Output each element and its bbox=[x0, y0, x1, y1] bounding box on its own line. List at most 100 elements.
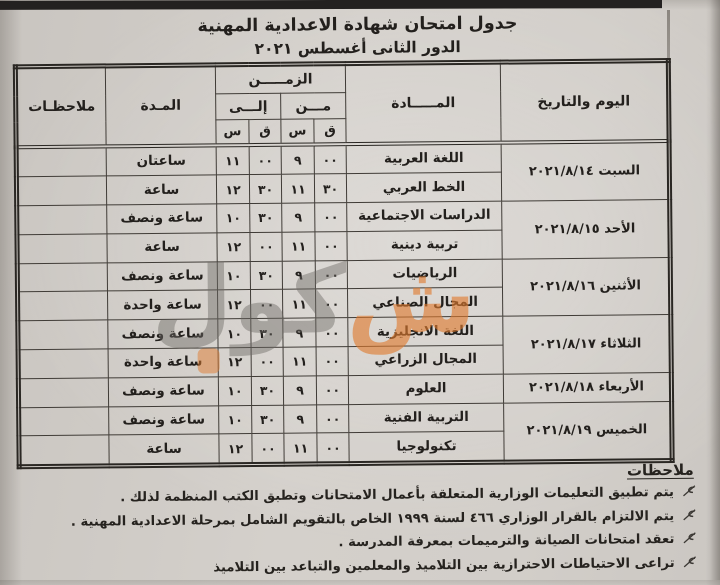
duration-cell: ساعة ونصف bbox=[108, 405, 219, 436]
note-text: يتم الالتزام بالقرار الوزاري ٤٦٦ لسنة ١٩… bbox=[70, 508, 675, 530]
watermark-dot bbox=[197, 348, 220, 374]
duration-cell: ساعة ونصف bbox=[107, 319, 219, 349]
time-from-hour-cell: ٩ bbox=[281, 203, 315, 233]
table-row: الثلاثاء ٢٠٢١/٨/١٧ اللغة الانجليزية ٠٠ ٩ ٣٠ ١… bbox=[17, 314, 672, 375]
duration-cell: ساعة bbox=[108, 434, 220, 467]
time-from-hour-cell: ١١ bbox=[281, 174, 315, 204]
time-from-hour-cell: ١١ bbox=[282, 289, 316, 319]
time-from-hour-cell: ١١ bbox=[281, 231, 316, 261]
subject-cell: المجال الصناعي bbox=[347, 287, 503, 318]
duration-cell: ساعة ونصف bbox=[107, 261, 218, 292]
day-date-cell: الأثنين ٢٠٢١/٨/١٦ bbox=[502, 257, 671, 317]
subject-cell: اللغة الانجليزية bbox=[347, 316, 504, 347]
duration-cell: ساعة ونصف bbox=[106, 203, 217, 234]
time-to-minute-cell: ٠٠ bbox=[251, 347, 284, 377]
subject-cell: تربية دينية bbox=[346, 230, 503, 261]
document-header: جدول امتحان شهادة الاعدادية المهنية الدو… bbox=[37, 12, 677, 60]
time-to-hour-cell: ١٢ bbox=[216, 232, 251, 262]
time-from-minute-cell: ٠٠ bbox=[316, 433, 350, 465]
time-to-hour-cell: ١٢ bbox=[217, 290, 251, 320]
duration-cell: ساعة واحدة bbox=[107, 290, 218, 321]
note-text: تعقد امتحانات الصيانة والترميمات بمعرفة … bbox=[338, 531, 675, 551]
duration-cell: ساعة bbox=[106, 175, 217, 206]
note-text: تراعى الاحتياطات الاحترازية بين التلاميذ… bbox=[213, 555, 675, 575]
row-notes-cell bbox=[18, 377, 109, 408]
row-notes-cell bbox=[16, 145, 107, 178]
time-from-minute-cell: ٣٠ bbox=[314, 173, 347, 204]
notes-title: ملاحظات bbox=[626, 460, 694, 480]
time-from-minute-cell: ٠٠ bbox=[315, 289, 348, 319]
col-header-from-minute: ق bbox=[313, 118, 347, 144]
time-to-hour-cell: ١٠ bbox=[217, 261, 251, 291]
time-to-hour-cell: ١٢ bbox=[216, 174, 250, 204]
table-row: الأحد ٢٠٢١/٨/١٥ الدراسات الاجتماعية ٠٠ ٩ ٣٠ ١… bbox=[16, 199, 671, 259]
time-to-minute-cell: ٣٠ bbox=[249, 203, 282, 233]
time-to-minute-cell: ٠٠ bbox=[249, 144, 282, 175]
note-bullet-icon bbox=[682, 532, 696, 548]
time-from-hour-cell: ١١ bbox=[283, 347, 317, 377]
time-from-minute-cell: ٠٠ bbox=[314, 231, 348, 261]
day-date-cell: الأحد ٢٠٢١/٨/١٥ bbox=[501, 199, 671, 259]
col-header-to: إلـــى bbox=[215, 93, 281, 120]
subject-cell: التربية الفنية bbox=[348, 402, 504, 434]
time-from-hour-cell: ٩ bbox=[282, 260, 316, 290]
time-to-minute-cell: ٣٠ bbox=[249, 174, 282, 204]
time-to-minute-cell: ٣٠ bbox=[251, 376, 284, 406]
subject-cell: اللغة العربية bbox=[346, 142, 502, 174]
col-header-subject: المـــــادة bbox=[345, 62, 502, 144]
time-from-hour-cell: ٩ bbox=[283, 404, 317, 434]
time-to-minute-cell: ٠٠ bbox=[251, 433, 285, 465]
duration-cell: ساعة bbox=[106, 232, 218, 263]
row-notes-cell bbox=[16, 205, 107, 235]
page-title: جدول امتحان شهادة الاعدادية المهنية bbox=[197, 13, 518, 37]
day-date-cell: الثلاثاء ٢٠٢١/٨/١٧ bbox=[502, 314, 672, 375]
exam-schedule-table: اليوم والتاريخ المـــــادة الزمـــــن ال… bbox=[12, 58, 675, 470]
row-notes-cell bbox=[16, 176, 107, 206]
col-header-time: الزمـــــن bbox=[215, 63, 346, 94]
col-header-day: اليوم والتاريخ bbox=[500, 60, 670, 143]
time-to-hour-cell: ١٢ bbox=[218, 434, 253, 466]
subject-cell: تكنولوجيا bbox=[348, 431, 505, 464]
row-notes-cell bbox=[17, 291, 108, 322]
col-header-duration: المـدة bbox=[105, 64, 217, 146]
time-from-hour-cell: ٩ bbox=[282, 318, 317, 348]
note-item: يتم الالتزام بالقرار الوزاري ٤٦٦ لسنة ١٩… bbox=[20, 508, 696, 530]
time-to-minute-cell: ٣٠ bbox=[251, 404, 284, 435]
row-notes-cell bbox=[18, 435, 110, 468]
note-bullet-icon bbox=[682, 485, 696, 501]
subject-cell: العلوم bbox=[348, 374, 504, 405]
col-header-notes: ملاحظـات bbox=[15, 65, 107, 147]
subject-cell: الدراسات الاجتماعية bbox=[346, 201, 502, 232]
subject-cell: الرياضيات bbox=[347, 258, 503, 290]
duration-cell: ساعة ونصف bbox=[108, 376, 219, 407]
subject-cell: المجال الزراعي bbox=[348, 345, 504, 376]
time-from-hour-cell: ٩ bbox=[283, 375, 317, 405]
time-from-minute-cell: ٠٠ bbox=[314, 143, 347, 175]
row-notes-cell bbox=[17, 262, 108, 293]
note-item: يتم تطبيق التعليمات الوزارية المتعلقة بأ… bbox=[20, 485, 696, 507]
time-from-minute-cell: ٠٠ bbox=[316, 375, 349, 405]
row-notes-cell bbox=[18, 406, 109, 437]
duration-cell: ساعتان bbox=[106, 144, 217, 177]
col-header-to-minute: ق bbox=[248, 119, 282, 145]
table-row: السبت ٢٠٢١/٨/١٤ اللغة العربية ٠٠ ٩ ٠٠ ١١ ساعتا… bbox=[16, 140, 670, 202]
note-bullet-icon bbox=[683, 555, 697, 571]
time-from-minute-cell: ٠٠ bbox=[315, 317, 349, 348]
col-header-to-hour: س bbox=[215, 119, 250, 145]
note-item: تراعى الاحتياطات الاحترازية بين التلاميذ… bbox=[21, 555, 697, 577]
time-to-minute-cell: ٠٠ bbox=[249, 232, 283, 262]
row-notes-cell bbox=[16, 233, 108, 264]
notes-section: ملاحظات يتم تطبيق التعليمات الوزارية الم… bbox=[20, 460, 697, 585]
time-to-hour-cell: ١٠ bbox=[218, 405, 252, 435]
time-from-hour-cell: ٩ bbox=[281, 143, 315, 175]
notes-list: يتم تطبيق التعليمات الوزارية المتعلقة بأ… bbox=[20, 485, 697, 578]
time-from-hour-cell: ١١ bbox=[283, 433, 318, 465]
subject-cell: الخط العربي bbox=[346, 172, 502, 203]
time-from-minute-cell: ٠٠ bbox=[315, 260, 348, 290]
col-header-from-hour: س bbox=[280, 118, 315, 145]
note-item: تعقد امتحانات الصيانة والترميمات بمعرفة … bbox=[20, 532, 696, 554]
day-date-cell: الخميس ٢٠٢١/٨/١٩ bbox=[503, 401, 673, 463]
time-to-hour-cell: ١٠ bbox=[216, 203, 250, 233]
